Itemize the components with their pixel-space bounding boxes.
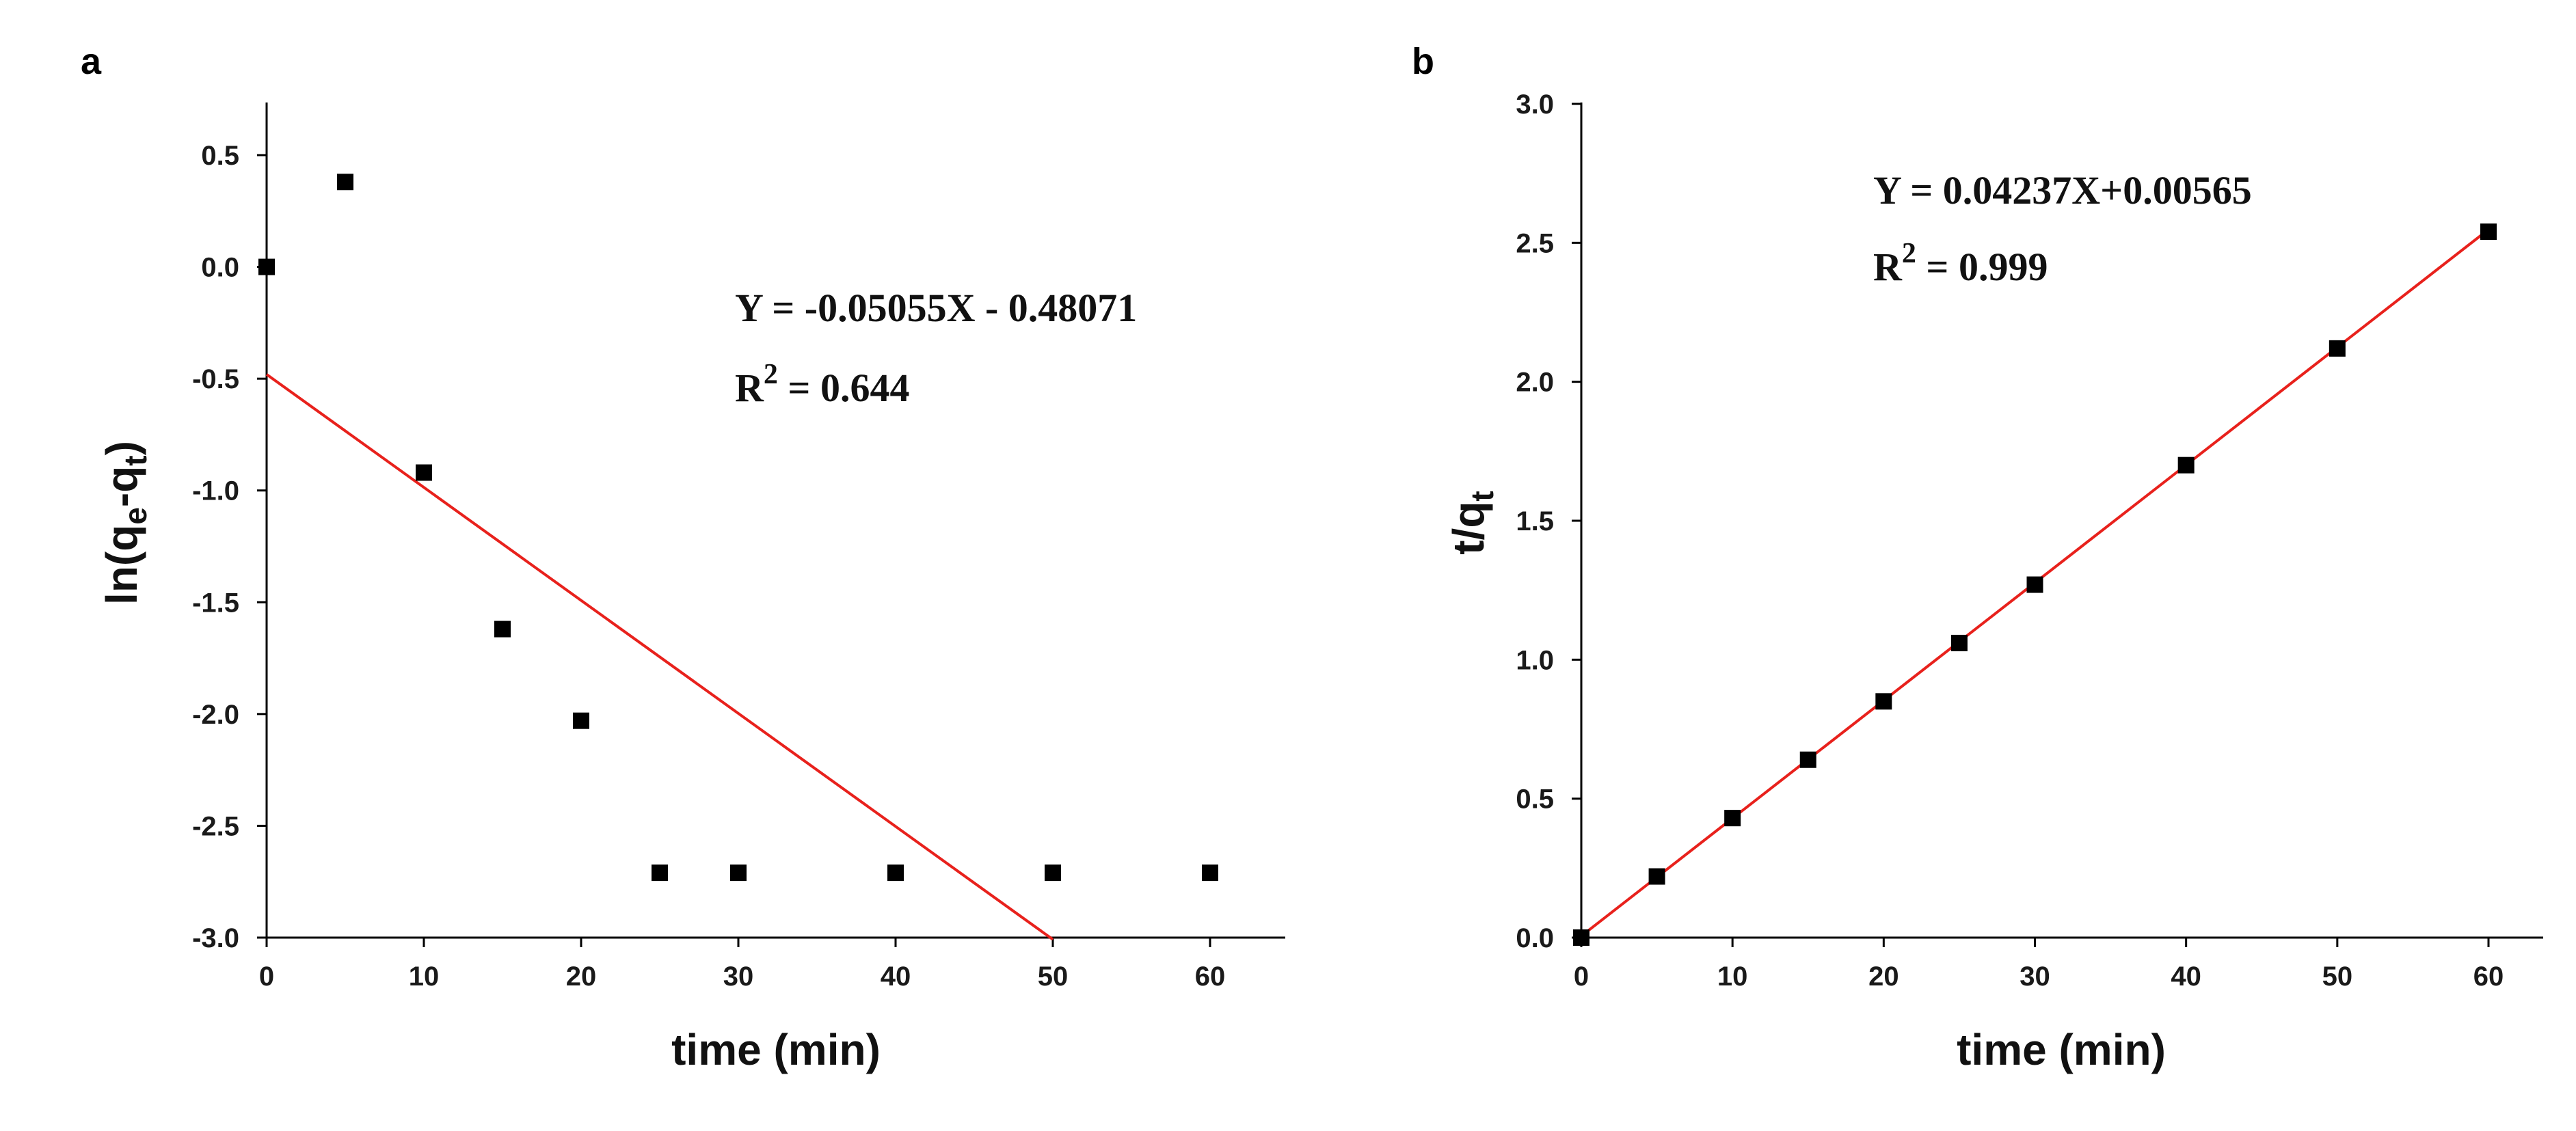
y-tick-label: 1.5 (1516, 506, 1554, 536)
panel-b-r-squared: R2 = 0.999 (1873, 238, 2048, 289)
data-point (1799, 751, 1816, 768)
panel-a-y-ticks: 0.5 0.0 -0.5 -1.0 -1.5 -2.0 -2.5 -3.0 (192, 141, 267, 953)
data-point (2026, 576, 2043, 593)
y-tick-label: 0.5 (1516, 785, 1554, 815)
data-point (1648, 868, 1665, 885)
x-tick-label: 50 (1038, 962, 1069, 992)
panel-a-r-squared: R2 = 0.644 (735, 359, 909, 410)
panel-a-r2-base: R (735, 366, 764, 410)
x-tick-label: 20 (566, 962, 597, 992)
data-point (2329, 340, 2346, 357)
panel-a-y-title-mid: -q (97, 466, 146, 507)
panel-a-x-axis-title: time (min) (671, 1025, 881, 1074)
panel-a-x-ticks: 0 10 20 30 40 50 60 (259, 938, 1225, 992)
panel-a-data-points (258, 174, 1218, 882)
y-tick-label: -2.0 (192, 700, 239, 730)
panel-b-y-axis-title: t/qt (1444, 491, 1500, 555)
y-tick-label: -3.0 (192, 923, 239, 953)
panel-b-x-ticks: 0 10 20 30 40 50 60 (1574, 938, 2504, 992)
data-point (2480, 223, 2497, 241)
data-point (2177, 457, 2195, 474)
y-tick-label: -0.5 (192, 364, 239, 394)
data-point (258, 258, 275, 275)
panel-b-y-title-prefix: t/q (1444, 502, 1493, 555)
fit-line (265, 373, 1054, 941)
panel-a-fit-line-group (265, 373, 1054, 941)
y-tick-label: -1.0 (192, 476, 239, 506)
x-tick-label: 10 (409, 962, 440, 992)
x-tick-label: 40 (2171, 962, 2201, 992)
panel-a-axes (265, 103, 1285, 939)
panel-b-x-axis-title: time (min) (1957, 1025, 2166, 1074)
data-point (416, 464, 432, 481)
data-point (1573, 929, 1589, 946)
panel-a-r2-superscript: 2 (764, 359, 778, 390)
x-tick-label: 30 (723, 962, 754, 992)
x-tick-label: 30 (2020, 962, 2050, 992)
data-point (1045, 864, 1061, 882)
panel-b-r2-value: = 0.999 (1916, 245, 2048, 289)
y-tick-label: 0.5 (201, 141, 239, 171)
panel-b-r2-superscript: 2 (1902, 238, 1916, 269)
panel-b-y-title-sub-t: t (1464, 491, 1500, 501)
panel-a-y-title-prefix: ln(q (97, 525, 146, 605)
data-point (1950, 634, 1968, 651)
x-tick-label: 0 (1574, 962, 1589, 992)
x-tick-label: 0 (259, 962, 274, 992)
y-tick-label: 3.0 (1516, 90, 1554, 120)
panel-a-y-title-sub-e: e (118, 507, 153, 525)
panel-a-y-title-sub-t: t (118, 455, 153, 465)
x-tick-label: 20 (1868, 962, 1899, 992)
panel-a-fit-equation: Y = -0.05055X - 0.48071 (735, 286, 1137, 330)
panel-b-r2-base: R (1873, 245, 1903, 289)
data-point (1724, 810, 1741, 827)
panel-a-chart: a 0 10 20 30 40 50 60 0.5 0.0 -0.5 -1.0 -1.5 -2.0 -2… (81, 41, 1285, 1074)
data-point (652, 864, 668, 882)
data-point (730, 864, 747, 882)
y-tick-label: 2.0 (1516, 368, 1554, 398)
data-point (887, 864, 904, 882)
panel-a-r2-value: = 0.644 (778, 366, 910, 410)
y-tick-label: 2.5 (1516, 228, 1554, 258)
panel-a-letter: a (81, 41, 102, 82)
y-tick-label: 0.0 (201, 253, 239, 283)
y-tick-label: 0.0 (1516, 923, 1554, 953)
x-tick-label: 40 (881, 962, 911, 992)
panel-a-y-axis-title: ln(qe-qt) (97, 441, 153, 605)
data-point (494, 621, 511, 638)
y-tick-label: -2.5 (192, 811, 239, 841)
y-tick-label: -1.5 (192, 588, 239, 618)
panel-b-y-ticks: 3.0 2.5 2.0 1.5 1.0 0.5 0.0 (1516, 90, 1581, 953)
panel-b-data-points (1573, 223, 2497, 946)
x-tick-label: 60 (1195, 962, 1226, 992)
panel-a-y-title-suffix: ) (97, 441, 146, 455)
x-tick-label: 60 (2473, 962, 2504, 992)
panel-b-letter: b (1412, 41, 1434, 82)
data-point (573, 712, 589, 729)
y-tick-label: 1.0 (1516, 645, 1554, 675)
x-tick-label: 50 (2322, 962, 2353, 992)
data-point (1875, 693, 1892, 710)
x-tick-label: 10 (1717, 962, 1748, 992)
panel-b-fit-equation: Y = 0.04237X+0.00565 (1873, 168, 2252, 213)
data-point (1202, 864, 1218, 882)
data-point (337, 174, 353, 191)
panel-b-chart: b 0 10 20 30 40 50 60 3.0 2.5 2.0 1.5 1.0 0.5 0.0 ti… (1412, 41, 2543, 1074)
